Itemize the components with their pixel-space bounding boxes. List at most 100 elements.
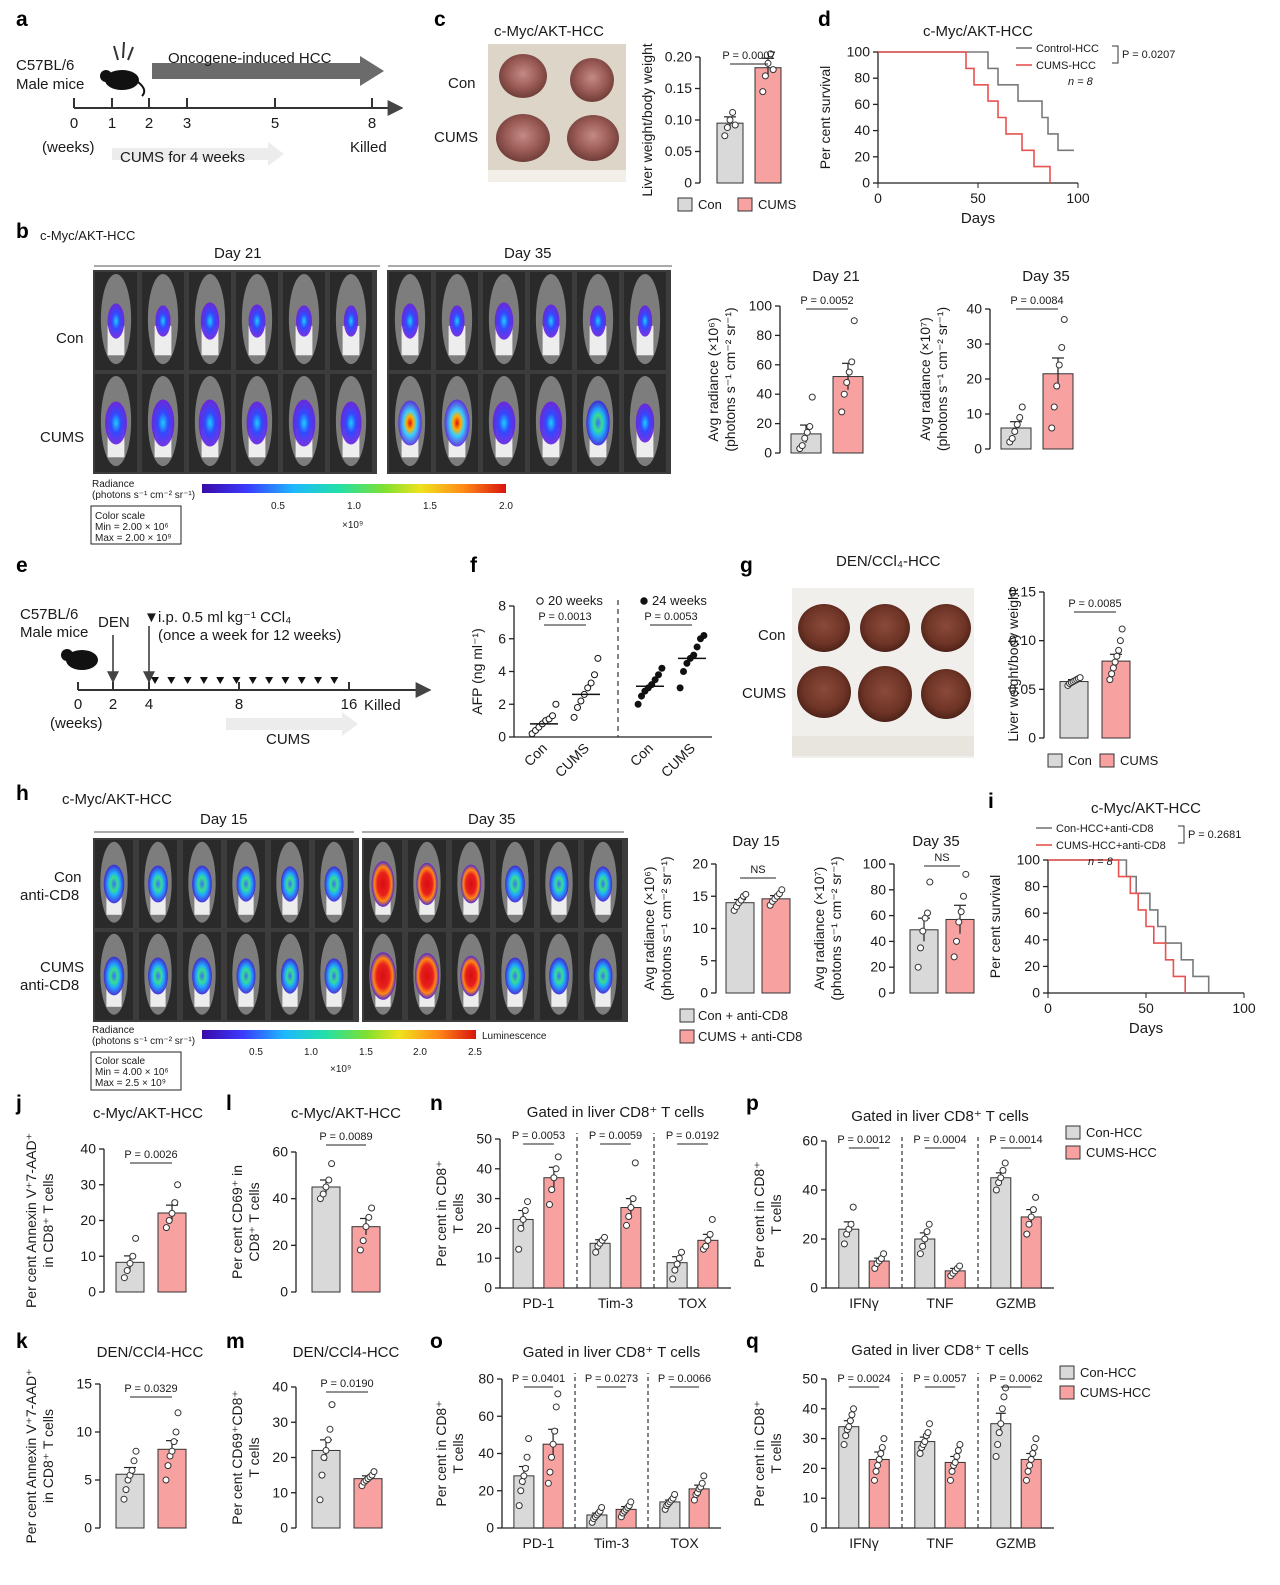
n_bar-data-point — [704, 1236, 712, 1244]
o_bar-data-point — [698, 1479, 706, 1487]
q_bar-data-point — [845, 1423, 853, 1431]
o_bar-data-point — [546, 1468, 554, 1476]
radiance-unit: (photons s⁻¹ cm⁻² sr⁻¹) — [92, 1036, 195, 1047]
bioluminescence-signal — [192, 957, 212, 995]
o_bar-data-point — [518, 1477, 526, 1485]
panel-label-j: j — [15, 1092, 22, 1115]
bioluminescence-signal — [296, 305, 312, 337]
l_bar-data-point — [365, 1213, 373, 1221]
mouse-image-panel — [362, 930, 628, 1022]
mouse-image-panel — [93, 930, 359, 1022]
h_day35-y-tick-label: 40 — [870, 933, 886, 949]
cums-arrow — [226, 712, 358, 736]
scale-multiplier: ×10⁹ — [342, 520, 363, 531]
ccl4-injection-marker — [248, 677, 257, 684]
o_bar-y-tick-label: 20 — [478, 1482, 494, 1498]
m_bar-y-tick-label: 0 — [280, 1520, 288, 1536]
o_bar-y-label: Per cent in CD8⁺ — [433, 1400, 449, 1506]
liver-con-2 — [860, 604, 910, 652]
q_bar-x-tick-label: GZMB — [996, 1535, 1036, 1551]
m_bar-data-point — [318, 1471, 326, 1479]
h_day35-data-point — [962, 870, 970, 878]
stress-icon — [113, 41, 134, 61]
l_bar-bar — [311, 1186, 341, 1293]
chart-c_bar: 0 0.05 0.10 0.15 0.20 Liver weight/body weigh… — [639, 43, 782, 197]
q_bar-p-value: P = 0.0062 — [989, 1373, 1042, 1385]
mouse-strain-label: C57BL/6 — [20, 606, 78, 623]
d_survival-y-tick-label: 100 — [847, 44, 871, 60]
panel-h-legend: Con + anti-CD8 CUMS + anti-CD8 — [679, 1008, 802, 1044]
b_day35-y-tick-label: 20 — [966, 371, 982, 387]
q_bar-data-point — [846, 1417, 854, 1425]
day35-label: Day 35 — [504, 245, 552, 262]
timeline-tick-label: 16 — [341, 696, 358, 713]
q_bar-data-point — [877, 1450, 885, 1457]
bioluminescence-signal — [398, 400, 422, 446]
q_bar-legend-swatch — [1059, 1385, 1075, 1400]
b_day35-p-value: P = 0.0084 — [1010, 295, 1063, 307]
k_bar-y-tick-label: 15 — [76, 1376, 92, 1392]
q_bar-data-point — [872, 1467, 880, 1475]
o_bar-data-point — [549, 1440, 557, 1448]
color-scale-tick: 2.5 — [468, 1047, 482, 1058]
mouse-image-panel — [93, 270, 377, 372]
h_day35-data-point — [953, 937, 960, 945]
f_afp-y-tick-label: 4 — [498, 663, 506, 679]
m_bar-data-point — [326, 1425, 334, 1433]
bioluminescence-signal — [637, 305, 653, 337]
g-legend-swatch — [1099, 753, 1115, 768]
f_afp-data-point — [570, 713, 578, 721]
q_bar-bar — [868, 1458, 890, 1529]
q_bar-data-point — [998, 1405, 1006, 1413]
row-label-con: Con — [758, 627, 786, 644]
m_bar-data-point — [320, 1454, 328, 1461]
f_afp-data-point — [683, 659, 691, 667]
j_bar-data-point — [126, 1259, 134, 1267]
bioluminescence-signal — [460, 864, 482, 904]
panel-g-legend: Con CUMS — [1047, 753, 1159, 768]
cums-arrow — [112, 142, 284, 166]
i_survival-title: c-Myc/AKT-HCC — [1091, 800, 1201, 817]
n_bar-data-point — [673, 1260, 681, 1268]
g_bar-data-point — [1108, 670, 1116, 678]
q_bar-bar — [990, 1423, 1012, 1529]
timeline-tick-label: 0 — [74, 696, 82, 713]
h_day15-y-label-2: (photons s⁻¹ cm⁻² sr⁻¹) — [658, 856, 674, 1000]
h_day35-data-point — [955, 918, 963, 926]
c-legend-swatch — [677, 197, 693, 212]
chart-p_bar: 0 20 40 60 Per cent in CD8⁺ T cells Gated in l… — [751, 1108, 1157, 1311]
panel-h-imaging: c-Myc/AKT-HCC Day 15 Day 35 Con anti-CD8… — [20, 791, 628, 1091]
q_bar-data-point — [1022, 1476, 1030, 1484]
bioluminescence-signal — [103, 956, 125, 996]
row-label-con: Con — [448, 75, 476, 92]
l_bar-data-point — [322, 1183, 330, 1191]
q_bar-data-point — [921, 1438, 929, 1446]
h_day15-title: Day 15 — [732, 833, 780, 850]
row-label-anti-cd8: anti-CD8 — [20, 977, 79, 994]
ccl4-label: ▼ — [144, 609, 159, 626]
i_survival-y-label: Per cent survival — [987, 875, 1003, 978]
bioluminescence-signal — [324, 866, 344, 902]
h_day35-data-point — [924, 909, 931, 917]
f_afp-x-tick-label: Con — [521, 740, 550, 769]
b_day35-data-point — [1055, 361, 1063, 369]
timeline-tick-label: 2 — [145, 115, 153, 132]
n_bar-data-point — [548, 1186, 556, 1194]
mouse-image-panel — [362, 838, 628, 930]
row-label-anti-cd8: anti-CD8 — [20, 887, 79, 904]
l_bar-y-tick-label: 0 — [280, 1284, 288, 1300]
n_bar-x-tick-label: TOX — [678, 1295, 707, 1311]
n_bar-y-label-2: T cells — [450, 1193, 466, 1233]
j_bar-bar — [157, 1212, 187, 1293]
panel-label-q: q — [746, 1330, 759, 1353]
f_afp-data-point — [577, 697, 585, 705]
q_bar-data-point — [880, 1435, 888, 1443]
n_bar-data-point — [625, 1212, 633, 1220]
m_bar-y-label: Per cent CD69⁺CD8⁺ — [229, 1390, 245, 1525]
p_bar-data-point — [1029, 1206, 1037, 1214]
bioluminescence-signal — [343, 305, 359, 337]
o_bar-x-tick-label: Tim-3 — [594, 1535, 629, 1551]
n_bar-title: Gated in liver CD8⁺ T cells — [527, 1104, 704, 1121]
